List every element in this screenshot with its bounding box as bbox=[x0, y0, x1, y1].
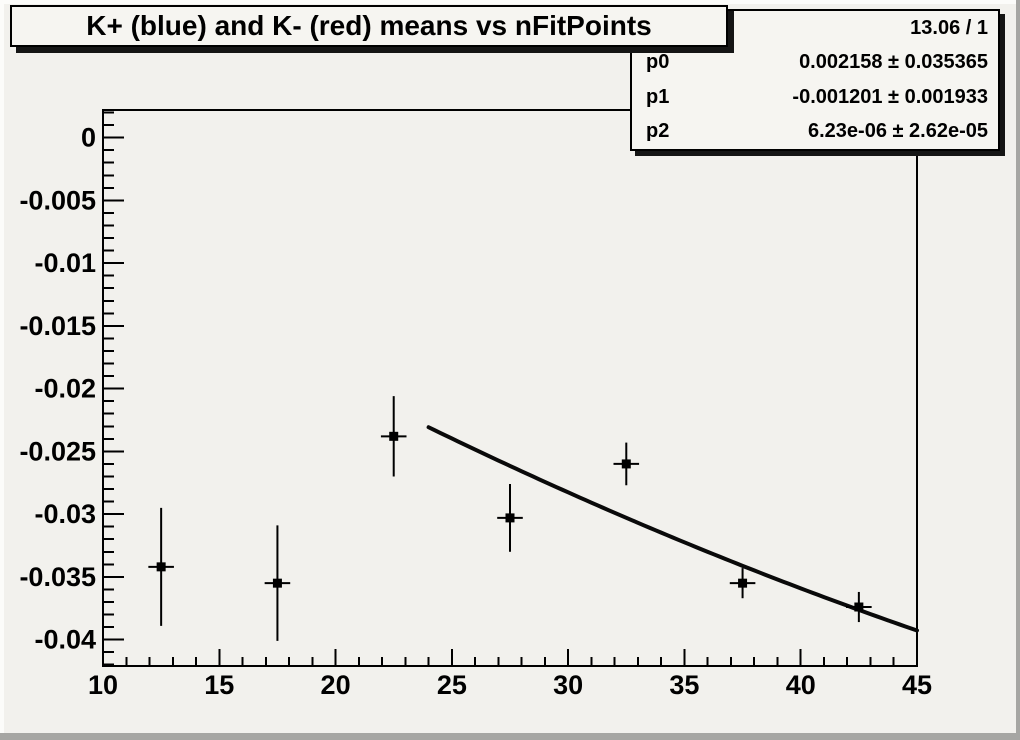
x-tick-label: 40 bbox=[786, 670, 816, 700]
x-tick-label: 45 bbox=[902, 670, 932, 700]
data-point-marker bbox=[621, 459, 631, 469]
y-tick-label: -0.005 bbox=[19, 185, 96, 215]
fit-curve bbox=[426, 425, 919, 633]
y-tick-label: -0.01 bbox=[34, 248, 96, 278]
x-tick-label: 25 bbox=[437, 670, 467, 700]
data-point-marker bbox=[272, 578, 282, 588]
y-tick-label: -0.015 bbox=[19, 311, 96, 341]
data-point-marker bbox=[389, 431, 399, 441]
stats-row-p1: p1 -0.001201 ± 0.001933 bbox=[632, 80, 998, 115]
p0-label: p0 bbox=[646, 51, 670, 74]
title-box: K+ (blue) and K- (red) means vs nFitPoin… bbox=[10, 5, 728, 47]
y-tick-label: -0.04 bbox=[34, 625, 96, 655]
p2-label: p2 bbox=[646, 120, 670, 143]
p2-value: 6.23e-06 ± 2.62e-05 bbox=[808, 120, 988, 143]
data-point-marker bbox=[738, 578, 748, 588]
plot-frame bbox=[102, 109, 918, 667]
y-tick-label: -0.035 bbox=[19, 562, 96, 592]
stats-row-p2: p2 6.23e-06 ± 2.62e-05 bbox=[632, 115, 998, 150]
x-tick-label: 15 bbox=[204, 670, 234, 700]
chi2-ndf-value: 13.06 / 1 bbox=[910, 16, 988, 39]
x-tick-label: 20 bbox=[321, 670, 351, 700]
y-tick-label: -0.02 bbox=[34, 374, 96, 404]
y-tick-label: 0 bbox=[81, 123, 96, 153]
p1-value: -0.001201 ± 0.001933 bbox=[792, 85, 988, 108]
x-tick-label: 10 bbox=[88, 670, 118, 700]
data-point-marker bbox=[156, 562, 166, 572]
y-tick-label: -0.025 bbox=[19, 436, 96, 466]
x-tick-label: 35 bbox=[669, 670, 699, 700]
data-point-marker bbox=[854, 602, 864, 612]
stats-row-p0: p0 0.002158 ± 0.035365 bbox=[632, 46, 998, 81]
x-tick-label: 30 bbox=[553, 670, 583, 700]
p0-value: 0.002158 ± 0.035365 bbox=[799, 51, 988, 74]
p1-label: p1 bbox=[646, 85, 670, 108]
y-tick-label: -0.03 bbox=[34, 499, 96, 529]
data-point-marker bbox=[505, 513, 515, 523]
plot-title: K+ (blue) and K- (red) means vs nFitPoin… bbox=[86, 10, 652, 41]
